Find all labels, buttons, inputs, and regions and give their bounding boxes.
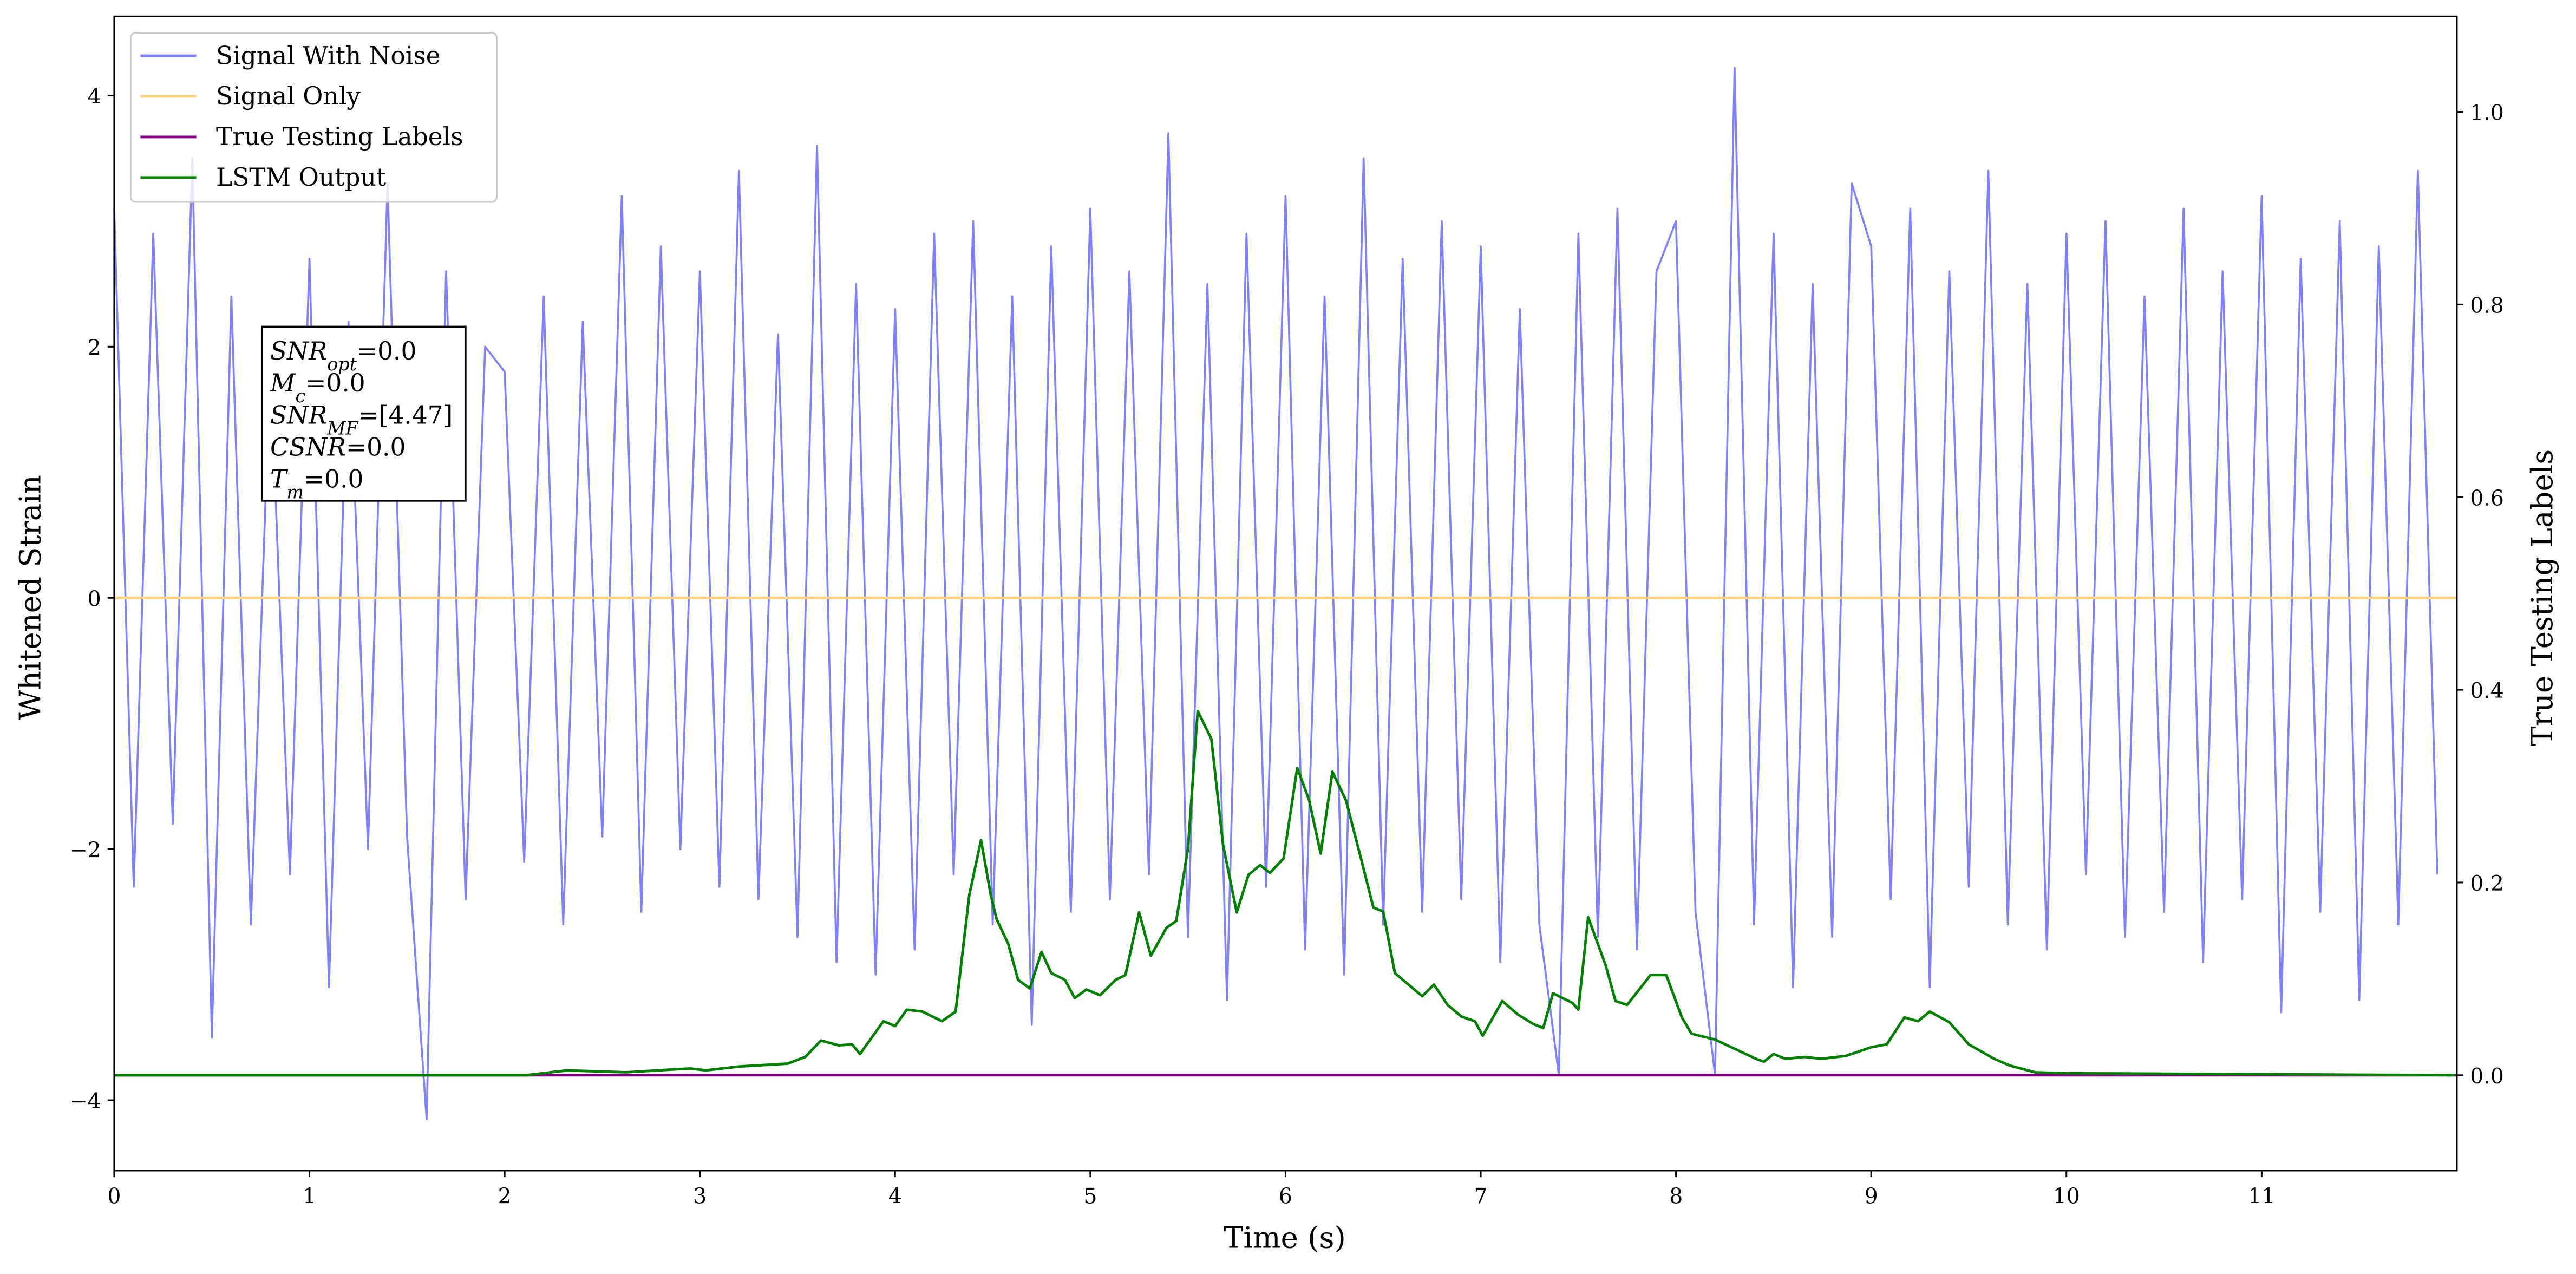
plot-area bbox=[113, 67, 2457, 1120]
annotation-subscript: MF bbox=[326, 417, 359, 439]
annotation-symbol: CSNR bbox=[270, 433, 346, 461]
y-tick-label: −2 bbox=[70, 838, 101, 863]
annotation-value: =0.0 bbox=[304, 465, 363, 494]
annotation-line: SNRopt=0.0 bbox=[270, 337, 416, 375]
annotation-value: =[4.47] bbox=[358, 401, 453, 429]
x-tick-label: 4 bbox=[888, 1184, 902, 1209]
y-tick-label: −4 bbox=[70, 1089, 101, 1114]
annotation-line: Tm=0.0 bbox=[270, 465, 363, 503]
annotation-value: =0.0 bbox=[357, 337, 416, 365]
x-tick-label: 11 bbox=[2248, 1184, 2275, 1209]
x-tick-label: 6 bbox=[1279, 1184, 1292, 1209]
y-tick-label: 0 bbox=[88, 586, 101, 611]
y2-tick-label: 0.6 bbox=[2470, 486, 2504, 511]
legend-label: Signal With Noise bbox=[216, 41, 441, 70]
series-line bbox=[113, 67, 2438, 1120]
legend: Signal With Noise Signal Only True Testing… bbox=[129, 32, 498, 203]
annotation-line: SNRMF=[4.47] bbox=[270, 401, 453, 439]
x-tick-label: 10 bbox=[2053, 1184, 2080, 1209]
legend-label: LSTM Output bbox=[216, 163, 386, 192]
y2-tick-label: 0.4 bbox=[2470, 678, 2504, 703]
x-tick-label: 1 bbox=[303, 1184, 316, 1209]
x-tick-label: 9 bbox=[1865, 1184, 1878, 1209]
annotation-line: Mc=0.0 bbox=[270, 369, 365, 407]
x-tick-label: 0 bbox=[107, 1184, 121, 1209]
legend-box bbox=[129, 32, 498, 203]
annotation-symbol: SNR bbox=[270, 401, 327, 429]
x-tick-label: 3 bbox=[693, 1184, 707, 1209]
legend-label: True Testing Labels bbox=[216, 122, 463, 151]
y2-tick-label: 0.2 bbox=[2470, 871, 2504, 896]
y2-tick-label: 0.0 bbox=[2470, 1064, 2504, 1089]
annotation-box bbox=[261, 325, 467, 502]
y-axis-label: Whitened Strain bbox=[13, 475, 48, 720]
x-tick-label: 8 bbox=[1669, 1184, 1683, 1209]
annotation-symbol: M bbox=[270, 369, 296, 397]
annotation-symbol: SNR bbox=[270, 337, 327, 365]
annotation-value: =0.0 bbox=[305, 369, 365, 397]
y-tick-label: 2 bbox=[88, 336, 101, 361]
annotation-subscript: opt bbox=[327, 354, 357, 375]
annotation-subscript: m bbox=[286, 481, 304, 502]
annotation: SNRopt=0.0Mc=0.0SNRMF=[4.47]CSNR=0.0Tm=0… bbox=[261, 325, 467, 503]
x-axis-label: Time (s) bbox=[1224, 1220, 1346, 1255]
annotation-value: =0.0 bbox=[346, 433, 406, 461]
y2-tick-label: 0.8 bbox=[2470, 293, 2504, 318]
annotation-symbol: T bbox=[270, 465, 289, 494]
x-tick-label: 2 bbox=[498, 1184, 512, 1209]
y-tick-label: 4 bbox=[88, 84, 101, 109]
annotation-subscript: c bbox=[296, 386, 306, 407]
series-line bbox=[114, 709, 2455, 1077]
y2-axis-label: True Testing Labels bbox=[2525, 449, 2559, 746]
annotation-line: CSNR=0.0 bbox=[270, 433, 406, 461]
x-tick-label: 7 bbox=[1474, 1184, 1487, 1209]
y2-tick-label: 1.0 bbox=[2470, 101, 2504, 126]
x-tick-label: 5 bbox=[1083, 1184, 1097, 1209]
legend-label: Signal Only bbox=[216, 82, 361, 110]
